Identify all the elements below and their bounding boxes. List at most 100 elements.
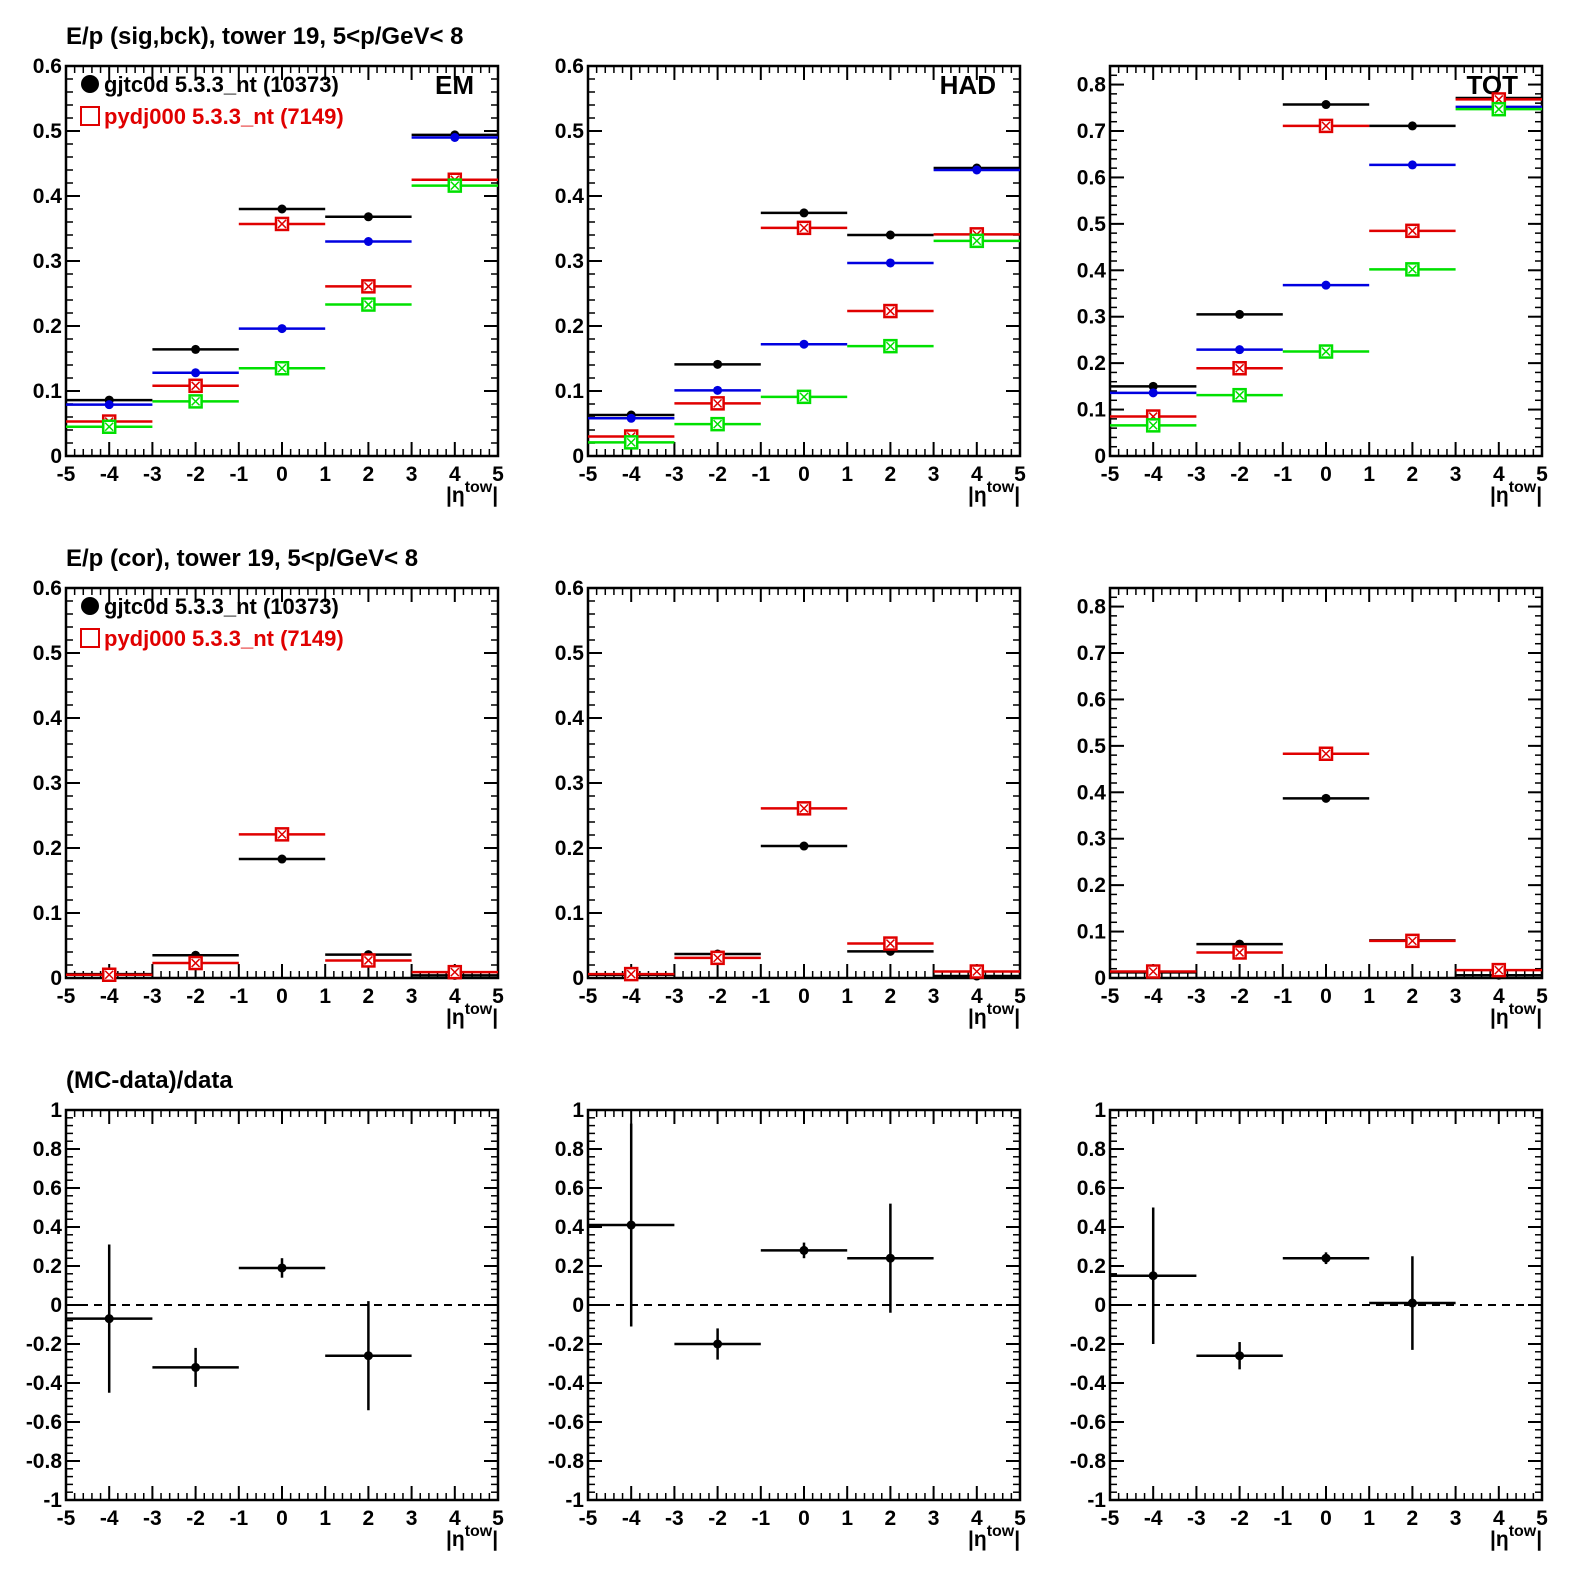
x-tick-label: 5 (1536, 1507, 1548, 1530)
y-tick-label: 0.3 (555, 250, 584, 273)
y-tick-label: 0.5 (33, 120, 63, 143)
y-tick-label: 0.6 (1077, 1177, 1106, 1200)
chart-panel-sig-bck-had: -5 -4 -3 -2 -1 0 1 2 3 4 5 0 0.1 0.2 0.3 0.4 0.5 0.6 |ηtow… (555, 55, 1026, 507)
x-tick-label: 1 (841, 985, 853, 1008)
series-black (588, 1123, 934, 1360)
y-tick-label: 0.4 (1077, 1216, 1107, 1239)
series-green (66, 178, 498, 434)
x-tick-label: -2 (708, 1507, 727, 1530)
x-tick-label: -1 (229, 463, 248, 486)
x-tick-label: 3 (928, 463, 940, 486)
legend: gjtc0d 5.3.3_nt (10373) pydj000 5.3.3_nt … (80, 594, 344, 651)
y-tick-label: 0.4 (555, 185, 585, 208)
x-axis-label: |ηtow| (1490, 1523, 1542, 1551)
x-tick-label: 0 (798, 1507, 810, 1530)
data-point (191, 344, 201, 354)
x-tick-label: 2 (363, 1507, 375, 1530)
y-tick-label: 0.4 (1077, 781, 1107, 804)
series-black (588, 841, 1020, 981)
data-point (1235, 1351, 1245, 1361)
x-tick-label: 4 (449, 1507, 461, 1530)
x-tick-label: 3 (1450, 1507, 1462, 1530)
marker-cross (1148, 420, 1158, 430)
chart-panel-sig-bck-tot: -5 -4 -3 -2 -1 0 1 2 3 4 5 0 0.1 0.2 0.3 0.4 0.5 0.6 0.7 0.… (1077, 64, 1548, 507)
chart-panel-ratio-tot: -5 -4 -3 -2 -1 0 1 2 3 4 5 -1 -0.8 -0.6 -0.4 -0.2 0 0.2 0.… (1070, 1099, 1548, 1551)
x-tick-label: 2 (363, 985, 375, 1008)
data-point (885, 230, 895, 240)
series-black (66, 854, 498, 980)
y-tick-label: 0.2 (555, 837, 584, 860)
data-point (104, 400, 114, 410)
x-tick-label: -5 (57, 985, 76, 1008)
data-point (191, 1362, 201, 1372)
panel-label: EM (435, 70, 474, 100)
legend-marker (81, 597, 99, 615)
x-tick-label: -5 (1101, 1507, 1120, 1530)
x-tick-label: 0 (1320, 985, 1332, 1008)
marker-cross (1321, 121, 1331, 131)
x-tick-label: -5 (579, 1507, 598, 1530)
y-tick-label: 0.5 (1077, 213, 1107, 236)
chart-panel-ratio-had: -5 -4 -3 -2 -1 0 1 2 3 4 5 -1 -0.8 -0.6 -0.4 -0.2 0 0.2 0.… (548, 1099, 1026, 1551)
y-tick-label: 0.5 (555, 120, 585, 143)
series-black (1110, 793, 1542, 980)
data-point (799, 841, 809, 851)
x-tick-label: 3 (406, 1507, 418, 1530)
marker-cross (1407, 226, 1417, 236)
x-tick-label: 0 (276, 1507, 288, 1530)
y-tick-label: -0.4 (1070, 1372, 1107, 1395)
chart-panel-sig-bck-em: -5 -4 -3 -2 -1 0 1 2 3 4 5 0 0.1 0.2 0.3 0.4 0.5 0.6 |ηtow… (33, 55, 504, 507)
x-tick-label: -2 (1230, 985, 1249, 1008)
x-tick-label: -2 (708, 985, 727, 1008)
y-tick-label: -0.8 (1070, 1450, 1107, 1473)
series-red (66, 827, 498, 982)
data-point (277, 204, 287, 214)
y-tick-label: 0 (1094, 1294, 1106, 1317)
x-tick-label: 4 (971, 463, 983, 486)
marker-cross (1235, 947, 1245, 957)
legend-label: pydj000 5.3.3_nt (7149) (104, 104, 344, 129)
y-tick-label: 0 (50, 967, 62, 990)
series-black (66, 1244, 412, 1411)
x-tick-label: 1 (841, 1507, 853, 1530)
x-tick-label: 5 (1536, 985, 1548, 1008)
y-tick-label: 0.2 (33, 1255, 62, 1278)
y-tick-label: 0.6 (33, 577, 62, 600)
marker-cross (1148, 966, 1158, 977)
y-tick-label: 0.2 (1077, 352, 1106, 375)
x-tick-label: 1 (319, 1507, 331, 1530)
y-tick-label: -1 (43, 1489, 62, 1512)
x-tick-label: 0 (276, 985, 288, 1008)
x-tick-label: -3 (1187, 463, 1206, 486)
y-tick-label: 0 (572, 445, 584, 468)
x-tick-label: 0 (276, 463, 288, 486)
x-tick-label: -4 (100, 1507, 119, 1530)
row-title-ratio: (MC-data)/data (66, 1067, 233, 1094)
y-tick-label: 0 (1094, 967, 1106, 990)
x-tick-label: 0 (1320, 463, 1332, 486)
marker-cross (363, 955, 373, 965)
marker-cross (277, 219, 287, 229)
marker-cross (713, 953, 723, 963)
x-tick-label: 3 (406, 985, 418, 1008)
y-tick-label: 0.6 (33, 1177, 62, 1200)
series-blue (588, 165, 1020, 423)
data-point (191, 368, 201, 378)
marker-cross (1407, 936, 1417, 946)
x-tick-label: -1 (1273, 463, 1292, 486)
data-point (1407, 121, 1417, 131)
y-tick-label: -0.2 (1070, 1333, 1106, 1356)
marker-cross (885, 306, 895, 316)
y-tick-label: 0.1 (555, 902, 585, 925)
x-tick-label: 3 (1450, 985, 1462, 1008)
data-point (972, 165, 982, 175)
x-axis-label: |ηtow| (1490, 1001, 1542, 1029)
plot-frame (1108, 586, 1544, 980)
panels-group: -5 -4 -3 -2 -1 0 1 2 3 4 5 0 0.1 0.2 0.3 0.4 0.5 0.6 |ηtow… (26, 55, 1548, 1551)
x-tick-label: -3 (1187, 985, 1206, 1008)
y-tick-label: 0.2 (33, 837, 62, 860)
y-tick-label: 0.4 (555, 1216, 585, 1239)
y-tick-label: 0.2 (555, 1255, 584, 1278)
marker-cross (626, 437, 636, 447)
series-red (588, 220, 1020, 444)
